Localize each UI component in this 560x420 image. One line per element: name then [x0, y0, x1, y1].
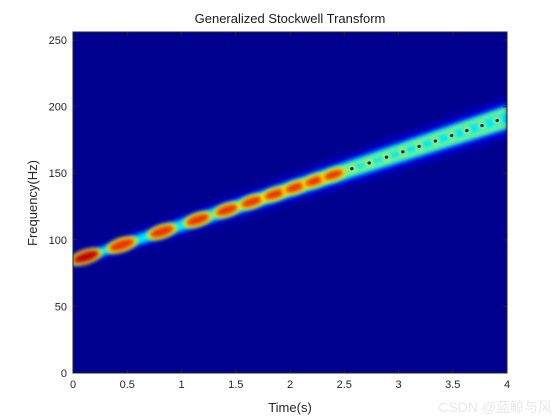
- ridge-blob: [447, 132, 456, 139]
- ridge-blob: [146, 223, 178, 240]
- ridge-blob: [398, 148, 407, 155]
- y-axis-label: Frequency(Hz): [25, 160, 40, 246]
- x-tick-label: 3.5: [445, 379, 460, 391]
- y-tick-label: 100: [49, 235, 67, 247]
- ridge-blob: [106, 236, 138, 254]
- x-tick-label: 3: [395, 379, 401, 391]
- y-tick-label: 0: [61, 368, 67, 380]
- x-tick-label: 4: [504, 379, 510, 391]
- y-tick-label: 250: [49, 35, 67, 47]
- ridge-blob: [431, 137, 440, 145]
- watermark: CSDN @蓝鲸与风: [438, 399, 552, 415]
- x-axis-label: Time(s): [268, 400, 312, 415]
- x-tick-label: 1.5: [228, 379, 243, 391]
- x-tick-label: 2: [287, 379, 293, 391]
- ridge-blob: [462, 127, 471, 134]
- y-axis-ticks: 0 50 100 150 200 250: [49, 35, 507, 380]
- x-tick-label: 0.5: [120, 379, 135, 391]
- y-tick-label: 150: [49, 168, 67, 180]
- x-axis-ticks: 0 0.5 1 1.5 2 2.5 3 3.5 4: [70, 32, 510, 391]
- chart-title: Generalized Stockwell Transform: [195, 11, 386, 26]
- ridge-blob: [73, 248, 103, 266]
- x-tick-label: 1: [178, 379, 184, 391]
- ridge-blob: [365, 159, 374, 167]
- ridge-blob: [261, 186, 289, 202]
- y-tick-label: 50: [55, 301, 67, 313]
- ridge-blob: [478, 122, 486, 129]
- x-tick-label: 2.5: [337, 379, 352, 391]
- ridge-blob: [382, 154, 391, 161]
- ridge-blob: [320, 167, 347, 182]
- ridge-blob: [493, 117, 502, 124]
- ridge-blob: [415, 143, 424, 150]
- ridge-blob: [347, 165, 356, 172]
- ridge-blob: [183, 211, 213, 228]
- heatmap-ridge: [73, 99, 507, 268]
- y-tick-label: 200: [49, 102, 67, 114]
- ridge-blob: [212, 202, 242, 218]
- plot-background: [73, 32, 507, 373]
- x-tick-label: 0: [70, 379, 76, 391]
- ridge-blob: [238, 194, 266, 210]
